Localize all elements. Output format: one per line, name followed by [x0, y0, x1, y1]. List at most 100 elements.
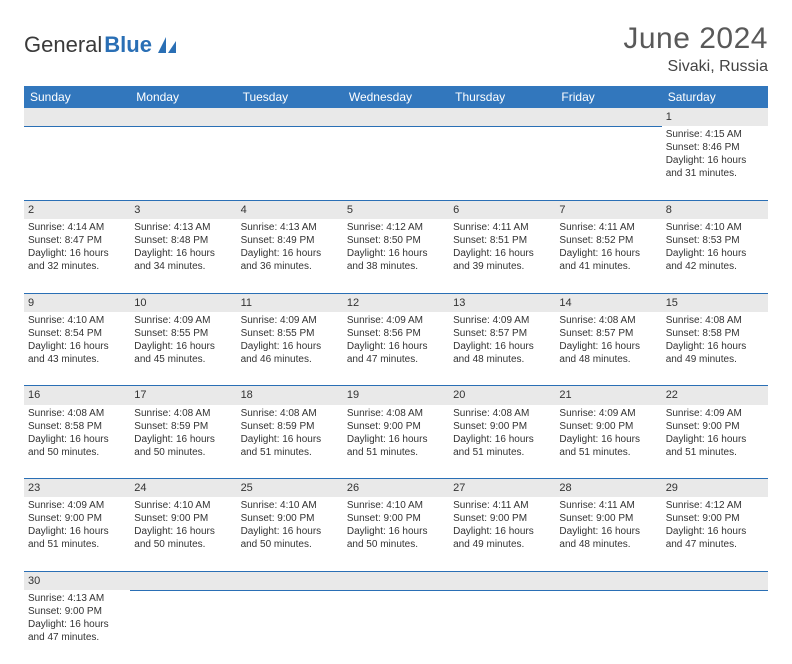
- day-number: 23: [24, 479, 130, 498]
- week-row: Sunrise: 4:15 AMSunset: 8:46 PMDaylight:…: [24, 126, 768, 200]
- day-cell: Sunrise: 4:09 AMSunset: 8:55 PMDaylight:…: [237, 312, 343, 386]
- day-number: 29: [662, 479, 768, 498]
- day-cell: Sunrise: 4:15 AMSunset: 8:46 PMDaylight:…: [662, 126, 768, 200]
- cell-line: and 45 minutes.: [134, 353, 232, 366]
- cell-line: Daylight: 16 hours: [453, 247, 551, 260]
- cell-line: Sunset: 8:52 PM: [559, 234, 657, 247]
- day-number: 11: [237, 293, 343, 312]
- day-number: 3: [130, 200, 236, 219]
- logo: GeneralBlue: [24, 32, 178, 58]
- cell-line: and 51 minutes.: [347, 446, 445, 459]
- day-number: 18: [237, 386, 343, 405]
- day-cell: Sunrise: 4:10 AMSunset: 9:00 PMDaylight:…: [237, 497, 343, 571]
- cell-line: Daylight: 16 hours: [28, 247, 126, 260]
- month-title: June 2024: [623, 22, 768, 56]
- day-number: [130, 571, 236, 590]
- day-cell: [130, 590, 236, 664]
- cell-line: Daylight: 16 hours: [347, 340, 445, 353]
- cell-line: and 43 minutes.: [28, 353, 126, 366]
- cell-line: and 49 minutes.: [666, 353, 764, 366]
- cell-line: Daylight: 16 hours: [347, 525, 445, 538]
- cell-line: Sunset: 8:57 PM: [559, 327, 657, 340]
- cell-line: Sunrise: 4:09 AM: [453, 314, 551, 327]
- day-number: 16: [24, 386, 130, 405]
- day-number: [449, 571, 555, 590]
- cell-line: and 50 minutes.: [134, 538, 232, 551]
- cell-line: and 32 minutes.: [28, 260, 126, 273]
- day-cell: Sunrise: 4:11 AMSunset: 9:00 PMDaylight:…: [449, 497, 555, 571]
- day-cell: Sunrise: 4:11 AMSunset: 9:00 PMDaylight:…: [555, 497, 661, 571]
- day-cell: Sunrise: 4:11 AMSunset: 8:52 PMDaylight:…: [555, 219, 661, 293]
- cell-line: Sunset: 8:46 PM: [666, 141, 764, 154]
- day-cell: Sunrise: 4:09 AMSunset: 9:00 PMDaylight:…: [662, 405, 768, 479]
- cell-line: Sunrise: 4:08 AM: [28, 407, 126, 420]
- cell-line: and 51 minutes.: [666, 446, 764, 459]
- cell-line: Daylight: 16 hours: [28, 433, 126, 446]
- daynum-row: 16171819202122: [24, 386, 768, 405]
- day-header: Tuesday: [237, 86, 343, 108]
- location: Sivaki, Russia: [623, 58, 768, 76]
- day-cell: Sunrise: 4:13 AMSunset: 8:49 PMDaylight:…: [237, 219, 343, 293]
- day-number: 25: [237, 479, 343, 498]
- cell-line: Sunset: 8:51 PM: [453, 234, 551, 247]
- week-row: Sunrise: 4:13 AMSunset: 9:00 PMDaylight:…: [24, 590, 768, 664]
- cell-line: Daylight: 16 hours: [666, 247, 764, 260]
- cell-line: Sunrise: 4:12 AM: [347, 221, 445, 234]
- day-number: 10: [130, 293, 236, 312]
- cell-line: Sunset: 9:00 PM: [666, 512, 764, 525]
- day-cell: Sunrise: 4:09 AMSunset: 8:57 PMDaylight:…: [449, 312, 555, 386]
- cell-line: Sunrise: 4:09 AM: [28, 499, 126, 512]
- day-number: 4: [237, 200, 343, 219]
- day-cell: Sunrise: 4:08 AMSunset: 8:59 PMDaylight:…: [130, 405, 236, 479]
- cell-line: Daylight: 16 hours: [666, 433, 764, 446]
- cell-line: and 31 minutes.: [666, 167, 764, 180]
- day-cell: [343, 126, 449, 200]
- cell-line: Sunset: 8:59 PM: [134, 420, 232, 433]
- week-row: Sunrise: 4:09 AMSunset: 9:00 PMDaylight:…: [24, 497, 768, 571]
- cell-line: and 42 minutes.: [666, 260, 764, 273]
- cell-line: Sunset: 9:00 PM: [28, 512, 126, 525]
- day-header: Wednesday: [343, 86, 449, 108]
- cell-line: and 47 minutes.: [28, 631, 126, 644]
- day-number: 27: [449, 479, 555, 498]
- day-cell: Sunrise: 4:08 AMSunset: 8:57 PMDaylight:…: [555, 312, 661, 386]
- cell-line: and 41 minutes.: [559, 260, 657, 273]
- cell-line: Sunrise: 4:15 AM: [666, 128, 764, 141]
- day-cell: Sunrise: 4:14 AMSunset: 8:47 PMDaylight:…: [24, 219, 130, 293]
- day-cell: [237, 590, 343, 664]
- day-header: Friday: [555, 86, 661, 108]
- day-number: 13: [449, 293, 555, 312]
- day-cell: Sunrise: 4:13 AMSunset: 8:48 PMDaylight:…: [130, 219, 236, 293]
- daynum-row: 2345678: [24, 200, 768, 219]
- cell-line: Sunset: 8:53 PM: [666, 234, 764, 247]
- cell-line: Sunset: 9:00 PM: [559, 512, 657, 525]
- cell-line: and 47 minutes.: [666, 538, 764, 551]
- cell-line: Sunset: 9:00 PM: [453, 512, 551, 525]
- cell-line: Sunrise: 4:08 AM: [134, 407, 232, 420]
- cell-line: Sunrise: 4:10 AM: [134, 499, 232, 512]
- day-cell: Sunrise: 4:12 AMSunset: 9:00 PMDaylight:…: [662, 497, 768, 571]
- cell-line: Sunrise: 4:12 AM: [666, 499, 764, 512]
- day-cell: [449, 126, 555, 200]
- day-number: [555, 108, 661, 126]
- title-block: June 2024 Sivaki, Russia: [623, 22, 768, 76]
- day-number: [343, 571, 449, 590]
- cell-line: Sunrise: 4:13 AM: [241, 221, 339, 234]
- cell-line: Daylight: 16 hours: [134, 340, 232, 353]
- day-number: 28: [555, 479, 661, 498]
- day-number: 17: [130, 386, 236, 405]
- day-cell: [130, 126, 236, 200]
- cell-line: Sunset: 8:55 PM: [134, 327, 232, 340]
- day-number: 9: [24, 293, 130, 312]
- day-cell: Sunrise: 4:09 AMSunset: 8:56 PMDaylight:…: [343, 312, 449, 386]
- calendar-table: SundayMondayTuesdayWednesdayThursdayFrid…: [24, 86, 768, 664]
- cell-line: Daylight: 16 hours: [559, 340, 657, 353]
- day-number: 15: [662, 293, 768, 312]
- cell-line: Sunrise: 4:09 AM: [347, 314, 445, 327]
- day-cell: Sunrise: 4:11 AMSunset: 8:51 PMDaylight:…: [449, 219, 555, 293]
- day-number: 2: [24, 200, 130, 219]
- day-cell: Sunrise: 4:10 AMSunset: 9:00 PMDaylight:…: [343, 497, 449, 571]
- cell-line: and 48 minutes.: [453, 353, 551, 366]
- day-number: [662, 571, 768, 590]
- day-cell: [343, 590, 449, 664]
